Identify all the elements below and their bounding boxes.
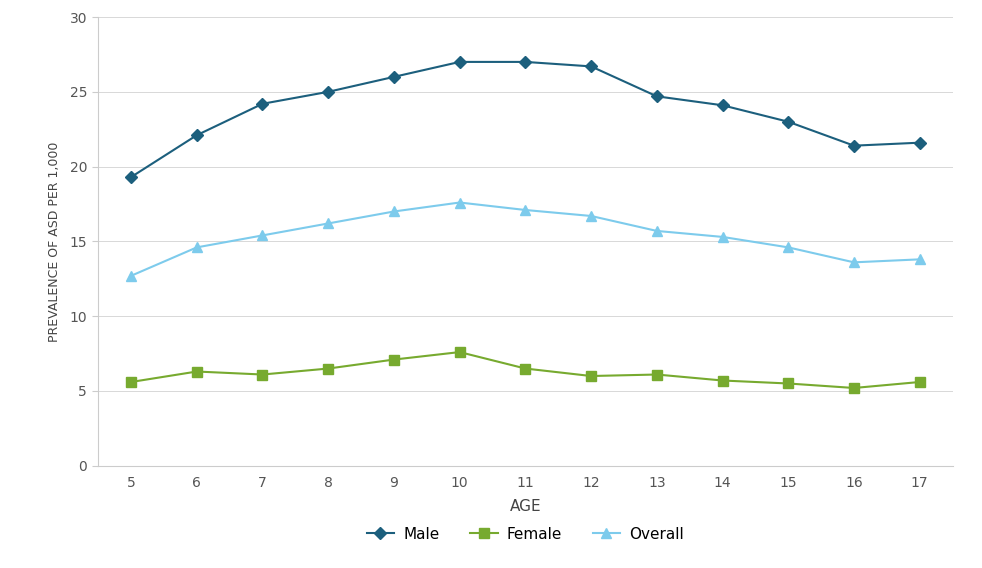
Y-axis label: PREVALENCE OF ASD PER 1,000: PREVALENCE OF ASD PER 1,000 (48, 141, 61, 341)
Legend: Male, Female, Overall: Male, Female, Overall (360, 521, 690, 548)
X-axis label: AGE: AGE (510, 499, 541, 513)
